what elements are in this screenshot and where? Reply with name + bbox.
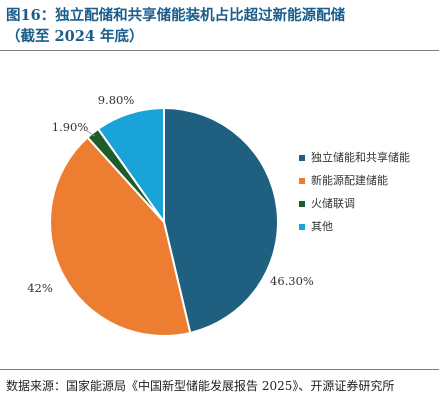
data-label-other: 9.80%	[98, 93, 135, 107]
legend-swatch-other	[299, 224, 305, 230]
data-label-independent-shared-storage: 46.30%	[270, 274, 314, 288]
data-source-note: 数据来源：国家能源局《中国新型储能发展报告 2025》、开源证券研究所	[6, 379, 395, 393]
chart-title-line-2: （截至 2024 年底）	[6, 28, 144, 45]
pie-slice-other	[96, 106, 165, 226]
chart-title: 图16：独立配储和共享储能装机占比超过新能源配储 （截至 2024 年底）	[6, 5, 438, 47]
data-label-renewable-storage: 42%	[27, 281, 53, 295]
legend-swatch-thermal-storage	[299, 201, 305, 207]
legend-label-other: 其他	[311, 220, 333, 233]
chart-title-line-1: 图16：独立配储和共享储能装机占比超过新能源配储	[6, 7, 346, 24]
legend-label-independent-shared-storage: 独立储能和共享储能	[311, 150, 410, 164]
data-label-thermal-storage: 1.90%	[52, 120, 89, 134]
top-divider	[0, 50, 439, 51]
legend-swatch-independent-shared-storage	[299, 155, 305, 161]
legend-swatch-renewable-storage	[299, 178, 305, 184]
legend-label-thermal-storage: 火储联调	[311, 196, 355, 210]
legend-label-renewable-storage: 新能源配建储能	[311, 173, 388, 187]
pie-slice-renewable-storage	[49, 136, 192, 337]
pie-slice-independent-shared-storage	[163, 106, 279, 335]
leader-line-thermal-storage	[86, 130, 96, 137]
bottom-divider	[0, 369, 439, 370]
pie-slices	[49, 106, 279, 337]
pie-data-labels: 46.30% 42% 1.90% 9.80%	[27, 93, 314, 295]
